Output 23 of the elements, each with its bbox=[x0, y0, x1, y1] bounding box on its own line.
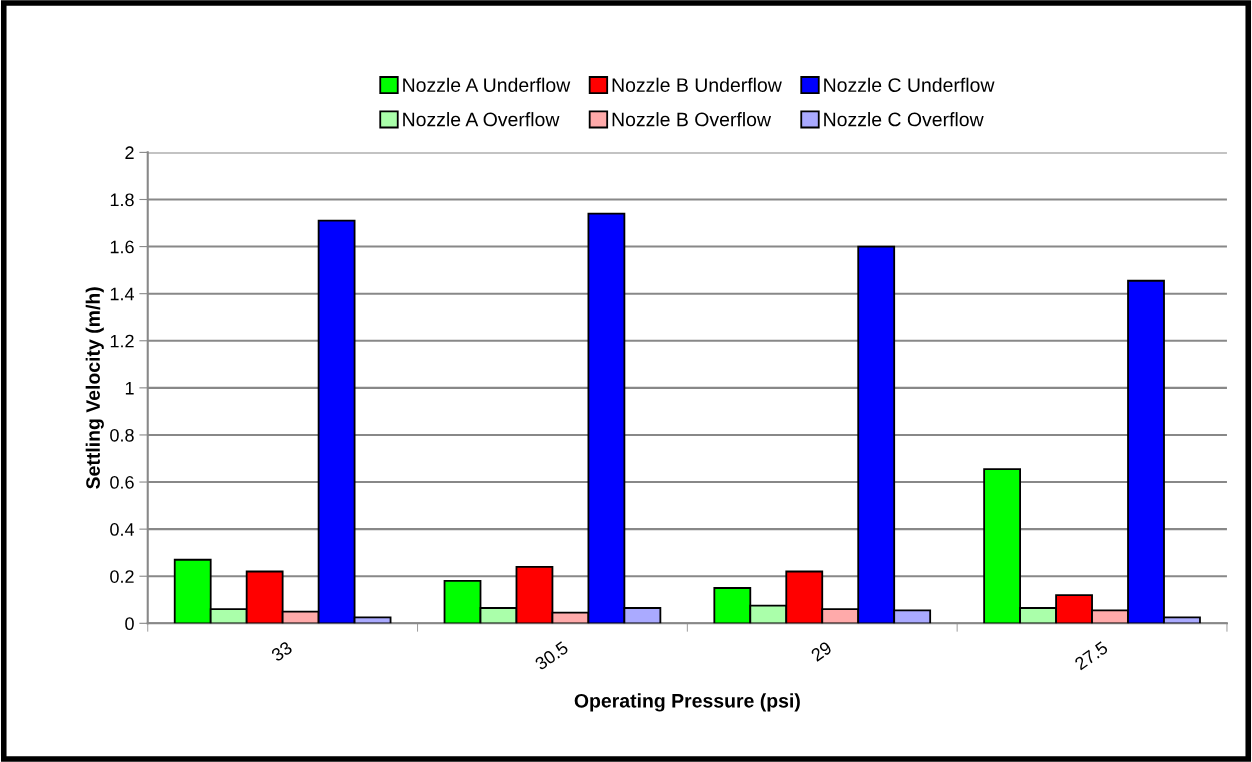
y-tick-label: 1 bbox=[125, 381, 134, 395]
y-axis-title: Settling Velocity (m/h) bbox=[85, 287, 104, 489]
x-tick-label: 33 bbox=[270, 640, 293, 662]
y-tick-label: 1.8 bbox=[110, 193, 134, 207]
legend-label: Nozzle B Overflow bbox=[612, 112, 772, 127]
y-tick-label: 0.4 bbox=[110, 523, 135, 536]
legend-label: Nozzle B Underflow bbox=[612, 77, 782, 92]
y-tick-label: 1.2 bbox=[110, 334, 134, 348]
legend-label: Nozzle C Overflow bbox=[824, 112, 984, 127]
y-tick-label: 0 bbox=[125, 617, 134, 631]
legend-label: Nozzle A Underflow bbox=[403, 77, 571, 92]
y-tick-label: 0.8 bbox=[110, 428, 134, 442]
y-tick-label: 0.6 bbox=[110, 475, 134, 489]
x-tick-label: 29 bbox=[810, 640, 833, 662]
y-tick-label: 1.4 bbox=[110, 287, 135, 301]
x-tick-label: 30.5 bbox=[534, 640, 569, 671]
legend-label: Nozzle A Overflow bbox=[403, 112, 560, 127]
y-tick-label: 2 bbox=[125, 146, 134, 159]
x-tick-label: 27.5 bbox=[1073, 640, 1109, 671]
legend-label: Nozzle C Underflow bbox=[824, 77, 995, 92]
y-tick-label: 1.6 bbox=[110, 240, 134, 254]
x-axis-title: Operating Pressure (psi) bbox=[574, 693, 800, 712]
y-tick-label: 0.2 bbox=[110, 570, 134, 583]
